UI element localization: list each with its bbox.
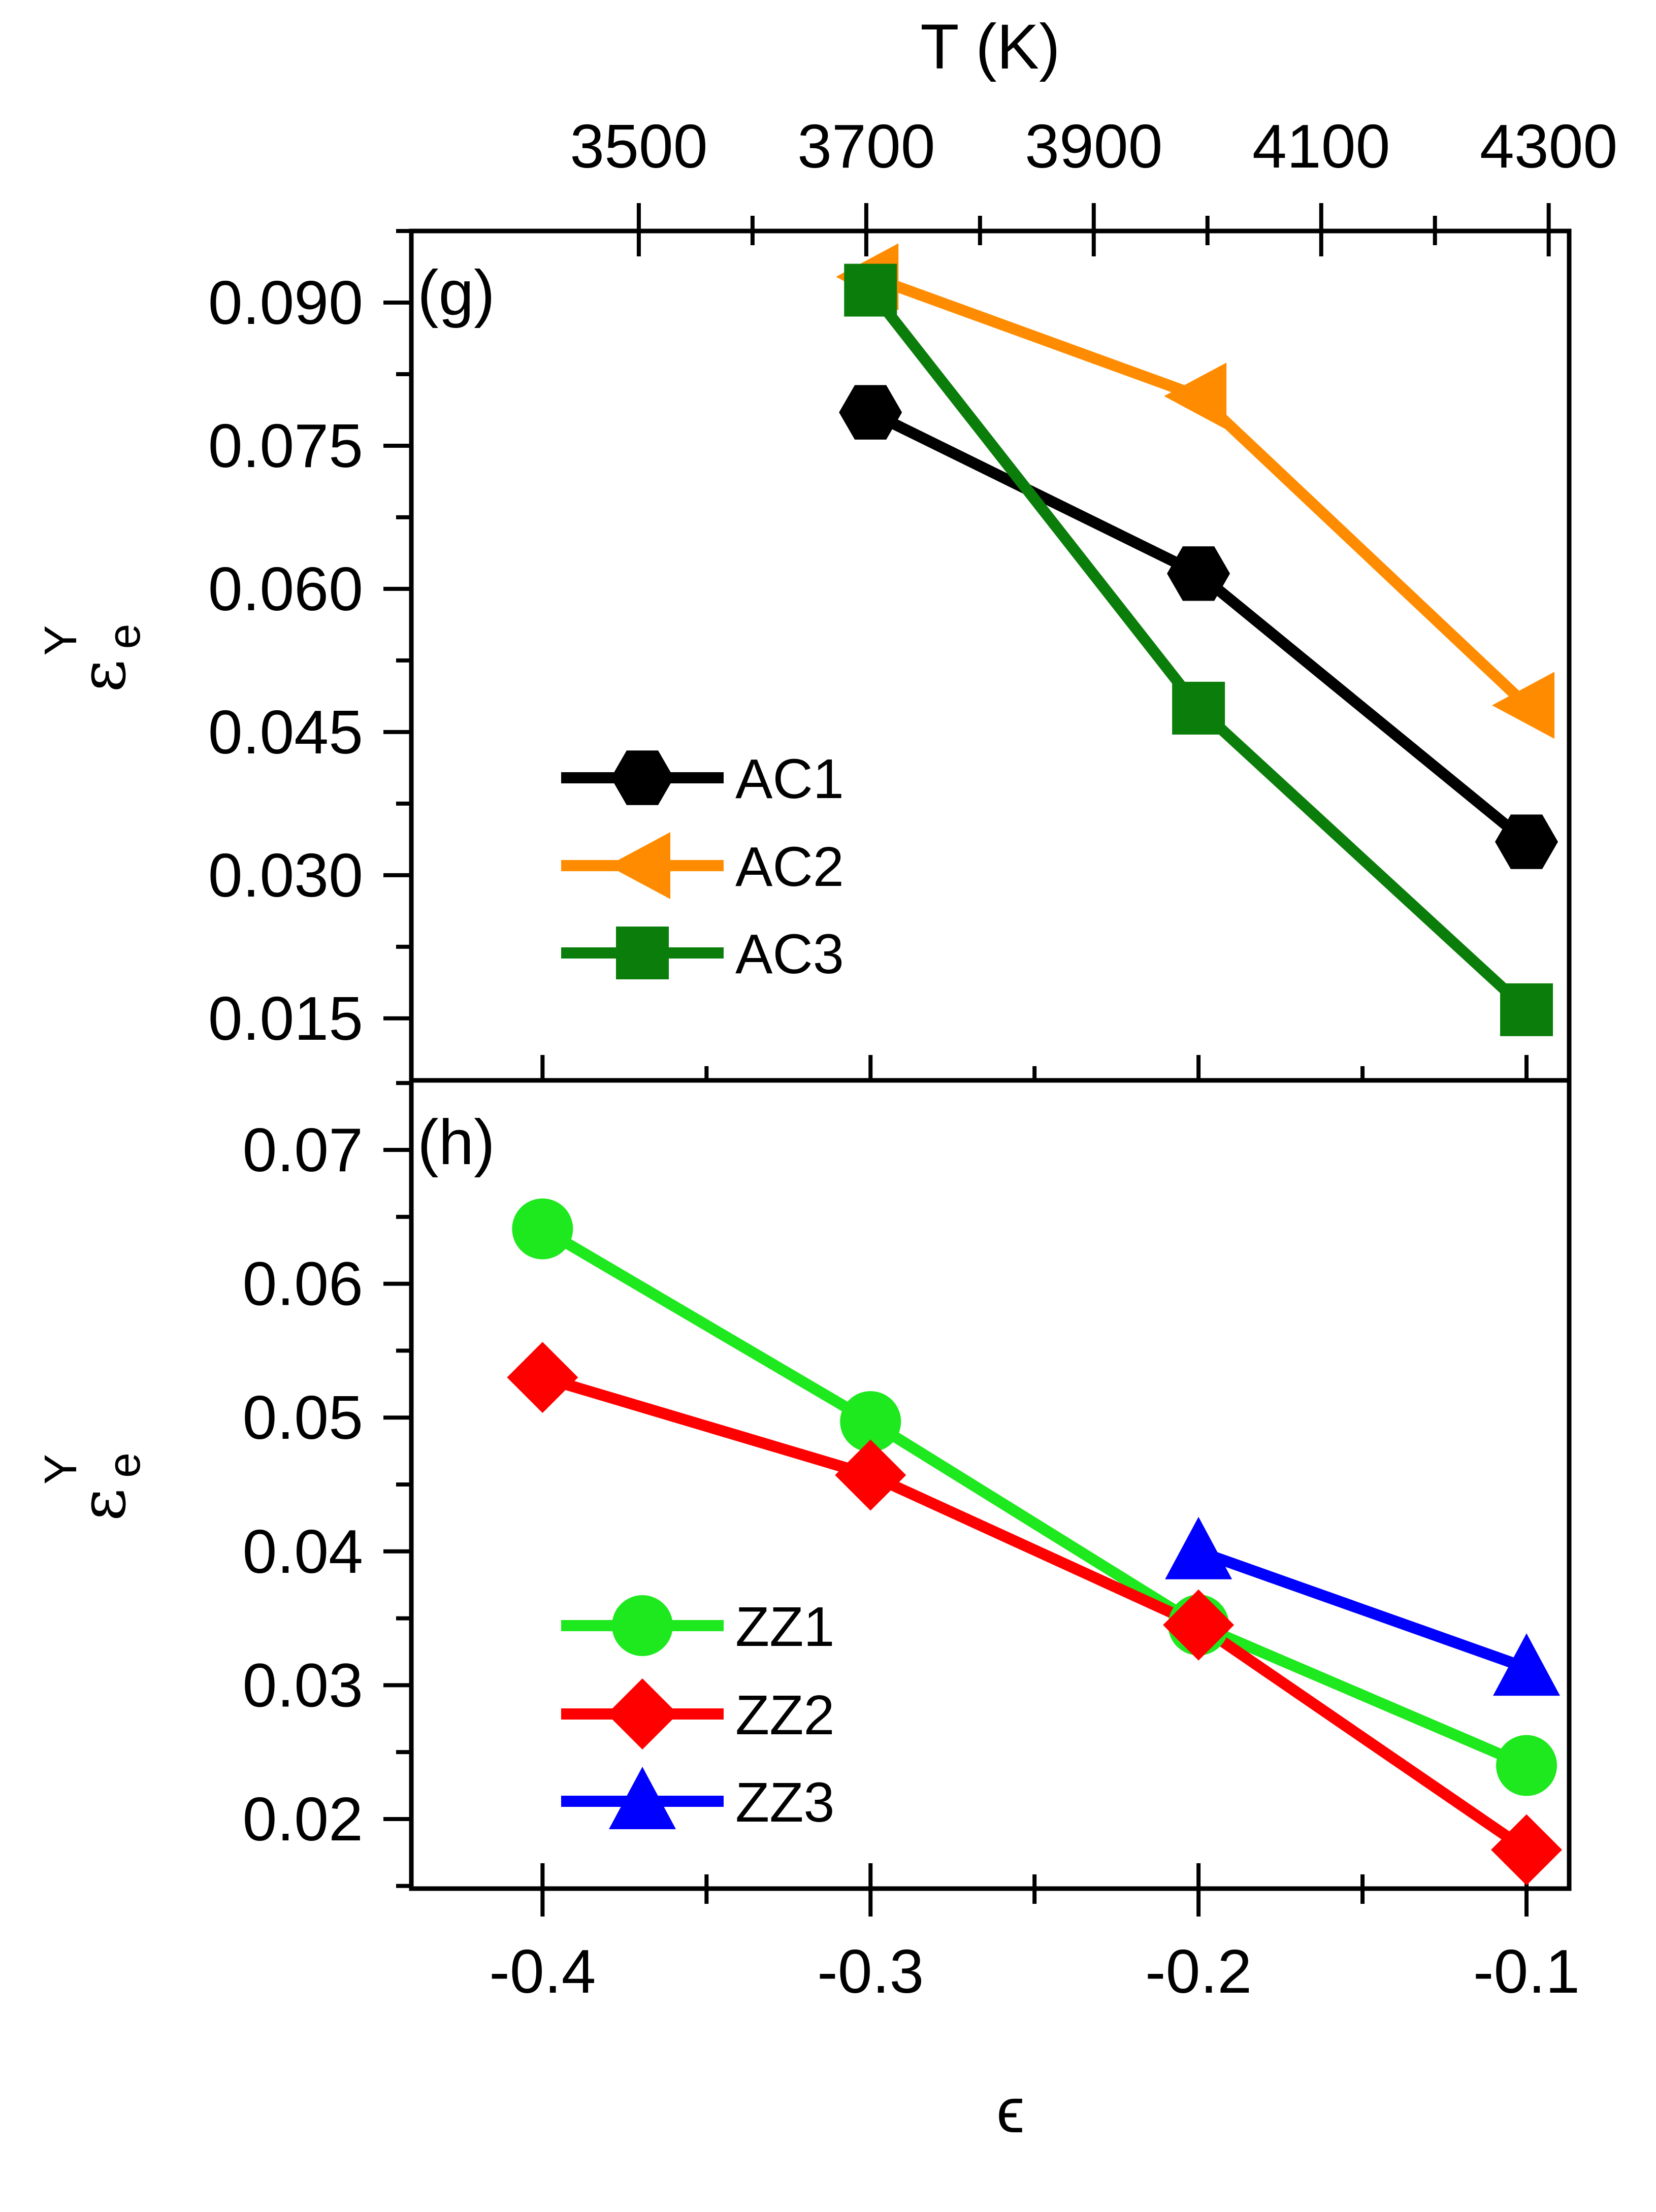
y-tick-label: 0.045 — [208, 698, 363, 767]
data-point-ZZ3 — [1165, 1516, 1232, 1579]
x-tick-label: -0.1 — [1473, 1937, 1580, 2006]
legend-label-ZZ3: ZZ3 — [735, 1771, 835, 1834]
data-point-AC2 — [1164, 362, 1227, 430]
y-tick-label: 0.090 — [208, 268, 363, 337]
legend-label-AC3: AC3 — [735, 923, 844, 985]
top-tick-label: 4300 — [1480, 112, 1617, 181]
top-tick-label: 3900 — [1025, 112, 1162, 181]
y-tick-label: 0.05 — [243, 1383, 363, 1452]
top-tick-label: 3500 — [570, 112, 707, 181]
data-point-ZZ2 — [1163, 1589, 1235, 1661]
data-point-ZZ1 — [840, 1391, 901, 1452]
panel-label: (g) — [417, 258, 495, 328]
data-point-ZZ3 — [1493, 1633, 1561, 1696]
y-tick-label: 0.060 — [208, 554, 363, 623]
x-tick-label: -0.4 — [489, 1937, 596, 2006]
legend-label-AC2: AC2 — [735, 836, 844, 898]
legend-marker-AC2 — [608, 832, 670, 899]
data-point-ZZ2 — [507, 1342, 578, 1413]
data-point-AC1 — [839, 385, 902, 440]
y-tick-label: 0.04 — [243, 1517, 363, 1586]
y-axis-title: εeY — [36, 1452, 150, 1521]
top-axis-title: T (K) — [920, 12, 1060, 82]
legend-marker-ZZ3 — [609, 1767, 676, 1829]
y-axis-title-main: ε — [66, 1489, 140, 1522]
panel-label: (h) — [417, 1107, 495, 1178]
y-tick-label: 0.015 — [208, 984, 363, 1053]
plot-frame — [409, 1078, 1572, 1891]
panel-h: 0.02 0.03 0.04 0.05 0.06 0.07 -0.4 -0.3 -0.2 -0.1… — [36, 1078, 1580, 2146]
y-axis-title-sup: Y — [36, 1454, 86, 1484]
y-tick-label: 0.06 — [243, 1249, 363, 1318]
legend-marker-ZZ2 — [607, 1678, 678, 1749]
data-point-AC3 — [1172, 681, 1225, 735]
legend-label-ZZ1: ZZ1 — [735, 1596, 835, 1658]
y-tick-label: 0.07 — [243, 1115, 363, 1184]
y-axis-title-main: ε — [66, 659, 140, 692]
top-tick-label: 3700 — [797, 112, 935, 181]
legend-marker-AC3 — [616, 927, 669, 979]
data-point-AC3 — [1500, 983, 1553, 1036]
legend-label-ZZ2: ZZ2 — [735, 1684, 835, 1746]
y-axis-title-sub: e — [99, 623, 150, 649]
y-tick-label: 0.02 — [243, 1785, 363, 1854]
y-axis-title-sub: e — [99, 1452, 150, 1478]
panel-g: 0.015 0.030 0.045 0.060 0.075 0.090 3500 3700 39… — [36, 12, 1617, 1083]
series-line-AC1 — [868, 407, 1530, 846]
x-axis-title: ϵ — [996, 2075, 1024, 2146]
top-tick-label: 4100 — [1252, 112, 1390, 181]
y-axis-title: εeY — [36, 623, 150, 692]
y-tick-label: 0.030 — [208, 841, 363, 910]
series-line-ZZ3 — [1196, 1546, 1529, 1673]
data-point-ZZ2 — [1491, 1814, 1563, 1886]
legend-label-AC1: AC1 — [735, 748, 844, 810]
x-tick-label: -0.2 — [1145, 1937, 1252, 2006]
series-line-ZZ2 — [541, 1372, 1530, 1855]
data-point-ZZ1 — [1496, 1735, 1557, 1796]
series-line-AC2 — [868, 271, 1531, 710]
series-line-ZZ1 — [539, 1224, 1529, 1771]
data-point-ZZ2 — [835, 1439, 906, 1511]
data-point-AC1 — [1495, 814, 1558, 869]
data-point-AC3 — [844, 263, 897, 317]
y-axis-title-sup: Y — [36, 625, 86, 655]
legend-marker-AC1 — [611, 750, 674, 805]
legend-marker-ZZ1 — [612, 1595, 673, 1656]
y-tick-label: 0.075 — [208, 411, 363, 480]
y-tick-label: 0.03 — [243, 1650, 363, 1720]
data-point-ZZ1 — [512, 1198, 573, 1260]
data-point-AC2 — [1492, 672, 1555, 739]
data-point-AC1 — [1167, 546, 1230, 601]
x-tick-label: -0.3 — [817, 1937, 924, 2006]
